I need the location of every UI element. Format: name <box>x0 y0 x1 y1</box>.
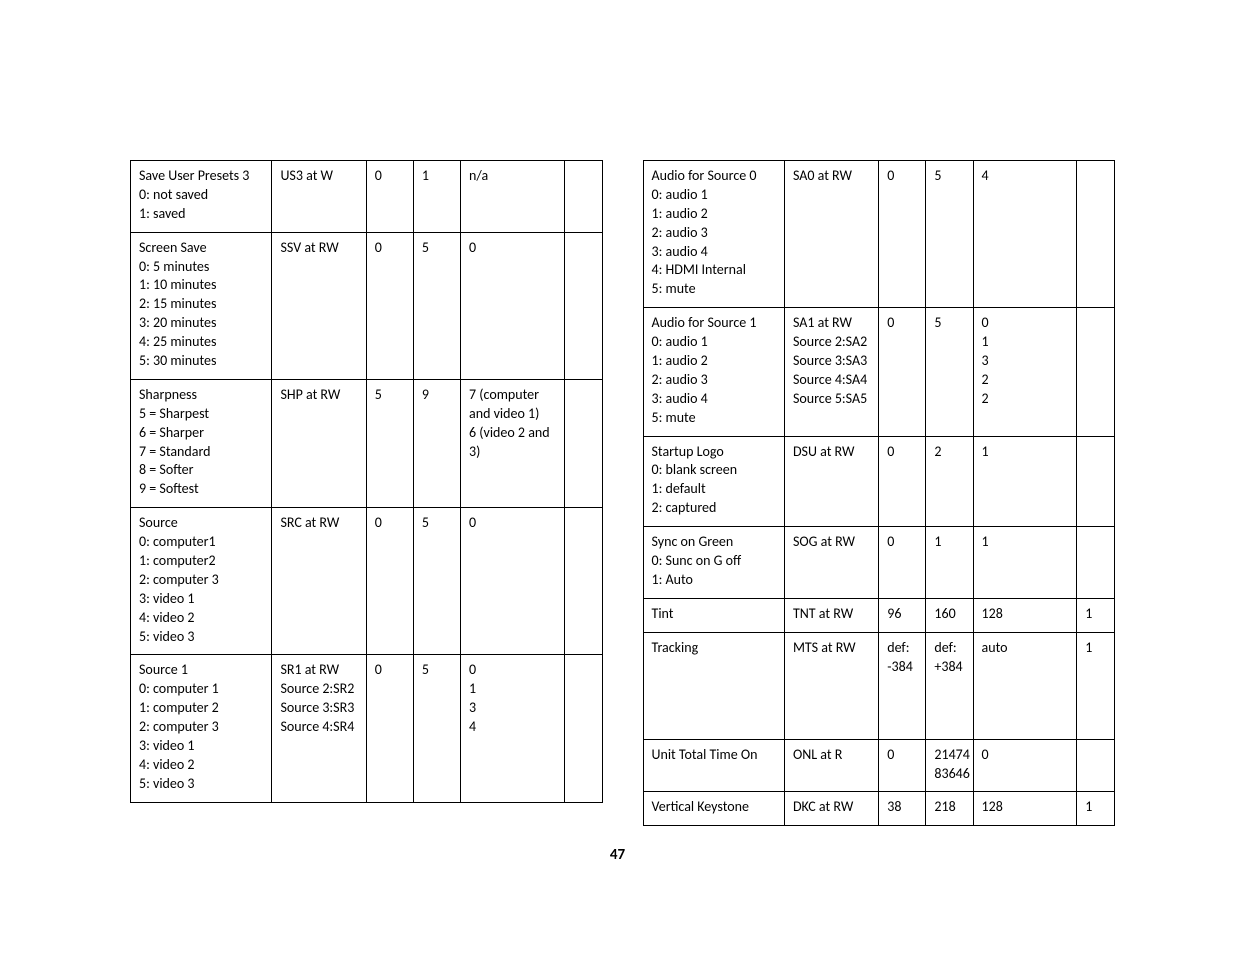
cell-default: 0 <box>461 508 565 655</box>
cell-default: 1 <box>973 527 1077 599</box>
cell-max: 1 <box>413 161 460 233</box>
cell-default: 128 <box>973 598 1077 632</box>
cell-flag: 1 <box>1077 598 1115 632</box>
table-row: Sync on Green0: Sunc on G off1: AutoSOG … <box>643 527 1115 599</box>
cell-cmd: SOG at RW <box>784 527 878 599</box>
table-row: TintTNT at RW961601281 <box>643 598 1115 632</box>
table-row: Startup Logo0: blank screen1: default2: … <box>643 436 1115 527</box>
cell-desc: Tint <box>643 598 784 632</box>
table-row: Sharpness5 = Sharpest6 = Sharper7 = Stan… <box>131 379 603 507</box>
cell-flag <box>1077 308 1115 436</box>
cell-min: 0 <box>366 508 413 655</box>
cell-max: 160 <box>926 598 973 632</box>
cell-flag: 1 <box>1077 792 1115 826</box>
cell-flag <box>564 655 602 802</box>
cell-flag <box>1077 527 1115 599</box>
table-row: Source0: computer11: computer22: compute… <box>131 508 603 655</box>
cell-cmd: SR1 at RWSource 2:SR2Source 3:SR3Source … <box>272 655 366 802</box>
table-row: Audio for Source 00: audio 11: audio 22:… <box>643 161 1115 308</box>
cell-flag <box>564 161 602 233</box>
cell-default: 0134 <box>461 655 565 802</box>
right-table: Audio for Source 00: audio 11: audio 22:… <box>643 160 1116 826</box>
table-row: Vertical KeystoneDKC at RW382181281 <box>643 792 1115 826</box>
left-column: Save User Presets 30: not saved1: savedU… <box>130 160 603 954</box>
cell-min: 0 <box>879 739 926 792</box>
cell-cmd: DKC at RW <box>784 792 878 826</box>
cell-cmd: ONL at R <box>784 739 878 792</box>
cell-default: 01322 <box>973 308 1077 436</box>
cell-min: 38 <box>879 792 926 826</box>
left-table: Save User Presets 30: not saved1: savedU… <box>130 160 603 803</box>
table-row: Save User Presets 30: not saved1: savedU… <box>131 161 603 233</box>
cell-cmd: SA0 at RW <box>784 161 878 308</box>
table-row: TrackingMTS at RWdef:-384def:+384auto1 <box>643 632 1115 739</box>
cell-cmd: SSV at RW <box>272 232 366 379</box>
cell-max: 218 <box>926 792 973 826</box>
cell-cmd: US3 at W <box>272 161 366 233</box>
table-row: Audio for Source 10: audio 11: audio 22:… <box>643 308 1115 436</box>
cell-desc: Screen Save0: 5 minutes1: 10 minutes2: 1… <box>131 232 272 379</box>
cell-flag <box>564 232 602 379</box>
cell-min: 0 <box>879 308 926 436</box>
cell-min: 0 <box>366 161 413 233</box>
cell-default: 4 <box>973 161 1077 308</box>
cell-max: 5 <box>926 161 973 308</box>
cell-default: 7 (computer and video 1)6 (video 2 and 3… <box>461 379 565 507</box>
cell-desc: Source 10: computer 11: computer 22: com… <box>131 655 272 802</box>
cell-default: 1 <box>973 436 1077 527</box>
cell-desc: Audio for Source 00: audio 11: audio 22:… <box>643 161 784 308</box>
cell-min: def:-384 <box>879 632 926 739</box>
table-row: Unit Total Time OnONL at R021474836460 <box>643 739 1115 792</box>
cell-max: 5 <box>413 232 460 379</box>
cell-default: auto <box>973 632 1077 739</box>
cell-min: 0 <box>366 232 413 379</box>
table-row: Source 10: computer 11: computer 22: com… <box>131 655 603 802</box>
cell-flag <box>564 508 602 655</box>
cell-min: 0 <box>879 527 926 599</box>
cell-max: 2 <box>926 436 973 527</box>
cell-flag <box>564 379 602 507</box>
cell-max: 9 <box>413 379 460 507</box>
cell-desc: Audio for Source 10: audio 11: audio 22:… <box>643 308 784 436</box>
cell-desc: Source0: computer11: computer22: compute… <box>131 508 272 655</box>
cell-min: 0 <box>879 161 926 308</box>
cell-min: 96 <box>879 598 926 632</box>
cell-desc: Unit Total Time On <box>643 739 784 792</box>
cell-max: def:+384 <box>926 632 973 739</box>
cell-desc: Vertical Keystone <box>643 792 784 826</box>
cell-flag <box>1077 739 1115 792</box>
cell-cmd: SHP at RW <box>272 379 366 507</box>
cell-max: 5 <box>413 508 460 655</box>
page: Save User Presets 30: not saved1: savedU… <box>0 0 1235 954</box>
cell-cmd: SA1 at RWSource 2:SA2Source 3:SA3Source … <box>784 308 878 436</box>
cell-desc: Startup Logo0: blank screen1: default2: … <box>643 436 784 527</box>
cell-max: 5 <box>413 655 460 802</box>
cell-min: 0 <box>879 436 926 527</box>
cell-cmd: DSU at RW <box>784 436 878 527</box>
cell-min: 5 <box>366 379 413 507</box>
cell-min: 0 <box>366 655 413 802</box>
cell-max: 2147483646 <box>926 739 973 792</box>
table-row: Screen Save0: 5 minutes1: 10 minutes2: 1… <box>131 232 603 379</box>
cell-default: 0 <box>461 232 565 379</box>
cell-cmd: TNT at RW <box>784 598 878 632</box>
cell-desc: Sharpness5 = Sharpest6 = Sharper7 = Stan… <box>131 379 272 507</box>
cell-max: 5 <box>926 308 973 436</box>
cell-default: 0 <box>973 739 1077 792</box>
cell-cmd: SRC at RW <box>272 508 366 655</box>
cell-max: 1 <box>926 527 973 599</box>
cell-cmd: MTS at RW <box>784 632 878 739</box>
cell-flag: 1 <box>1077 632 1115 739</box>
page-number: 47 <box>0 846 1235 864</box>
cell-flag <box>1077 436 1115 527</box>
cell-default: 128 <box>973 792 1077 826</box>
cell-default: n/a <box>461 161 565 233</box>
cell-desc: Tracking <box>643 632 784 739</box>
cell-flag <box>1077 161 1115 308</box>
cell-desc: Sync on Green0: Sunc on G off1: Auto <box>643 527 784 599</box>
right-column: Audio for Source 00: audio 11: audio 22:… <box>643 160 1116 954</box>
cell-desc: Save User Presets 30: not saved1: saved <box>131 161 272 233</box>
